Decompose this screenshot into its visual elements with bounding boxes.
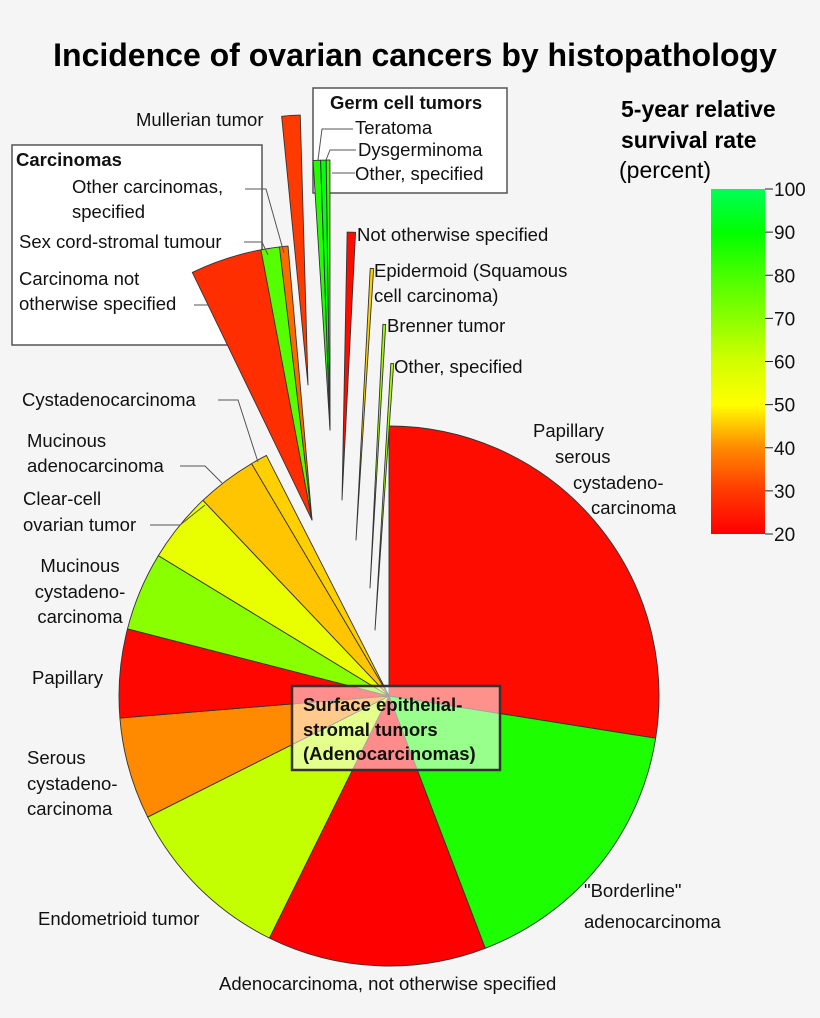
leader-line	[317, 128, 353, 161]
slice-label: Clear-cell ovarian tumor	[23, 488, 136, 535]
colorbar-title-line-1: 5-year relative	[621, 96, 776, 122]
surface-group-title: Surface epithelial- stromal tumors (Aden…	[303, 694, 476, 764]
colorbar-legend: 5-year relative survival rate (percent) …	[619, 96, 806, 546]
leader-line	[245, 188, 285, 254]
leader-lines	[150, 128, 356, 526]
slice-label: Not otherwise specified	[357, 224, 548, 245]
leader-line	[180, 465, 223, 484]
leader-line	[325, 149, 356, 161]
slice-label: Sex cord-stromal tumour	[19, 231, 222, 252]
slice-label: Papillary	[32, 667, 104, 688]
slice-labels: Papillary serous cystadeno-carcinoma "Borde…	[19, 109, 721, 994]
slice-label: "Borderline" adenocarcinoma	[584, 880, 721, 932]
slice-label: Carcinoma not otherwise specified	[19, 268, 176, 314]
leader-line	[150, 504, 206, 526]
colorbar-tick-label: 30	[774, 482, 795, 503]
colorbar-tick-label: 80	[774, 266, 795, 287]
slice-label: Mucinous adenocarcinoma	[27, 430, 164, 476]
colorbar-unit: (percent)	[619, 157, 711, 183]
slice-label: Other, specified	[355, 163, 484, 184]
colorbar-tick-label: 100	[774, 180, 806, 201]
pie-slice	[355, 267, 375, 541]
colorbar-tick-label: 40	[774, 439, 795, 460]
slice-label: Epidermoid (Squamous cell carcinoma)	[374, 260, 567, 306]
carcinomas-group-title: Carcinomas	[16, 149, 122, 170]
colorbar-title-line-2: survival rate	[621, 127, 757, 153]
pie-slice	[269, 695, 486, 967]
leader-line	[218, 399, 259, 463]
slice-label: Endometrioid tumor	[38, 908, 199, 929]
colorbar	[711, 189, 765, 534]
surface-group-box	[290, 684, 502, 772]
pie-slice	[388, 425, 660, 739]
colorbar-tick-label: 50	[774, 396, 795, 417]
germ-cell-group-box	[312, 87, 508, 194]
pie-slices	[118, 114, 660, 967]
slice-label: Adenocarcinoma, not otherwise specified	[219, 973, 556, 994]
colorbar-tick-label: 20	[774, 525, 795, 546]
chart-title: Incidence of ovarian cancers by histopat…	[53, 37, 777, 73]
slice-label: Other, specified	[394, 356, 523, 377]
colorbar-tick-label: 90	[774, 223, 795, 244]
colorbar-tick-label: 70	[774, 309, 795, 330]
pie-slice	[369, 323, 387, 589]
pie-slice	[251, 454, 390, 697]
slice-label: Dysgerminoma	[358, 139, 483, 160]
slice-label: Mullerian tumor	[136, 109, 264, 130]
pie-slice	[341, 231, 357, 501]
slice-label: Teratoma	[355, 117, 433, 138]
slice-label: Other carcinomas, specified	[72, 176, 223, 222]
pie-slice	[281, 114, 309, 386]
pie-slice	[278, 245, 313, 521]
germ-cell-group-title: Germ cell tumors	[330, 92, 482, 113]
colorbar-tick-label: 60	[774, 353, 795, 374]
slice-label: Serous cystadeno-carcinoma	[27, 747, 118, 819]
slice-label: Mucinous cystadeno-carcinoma	[35, 555, 126, 627]
pie-slice	[374, 363, 395, 631]
slice-label: Brenner tumor	[387, 315, 505, 336]
leader-line	[244, 241, 269, 256]
slice-label: Papillary serous cystadeno-carcinoma	[533, 420, 677, 518]
slice-label: Cystadenocarcinoma	[22, 389, 196, 410]
